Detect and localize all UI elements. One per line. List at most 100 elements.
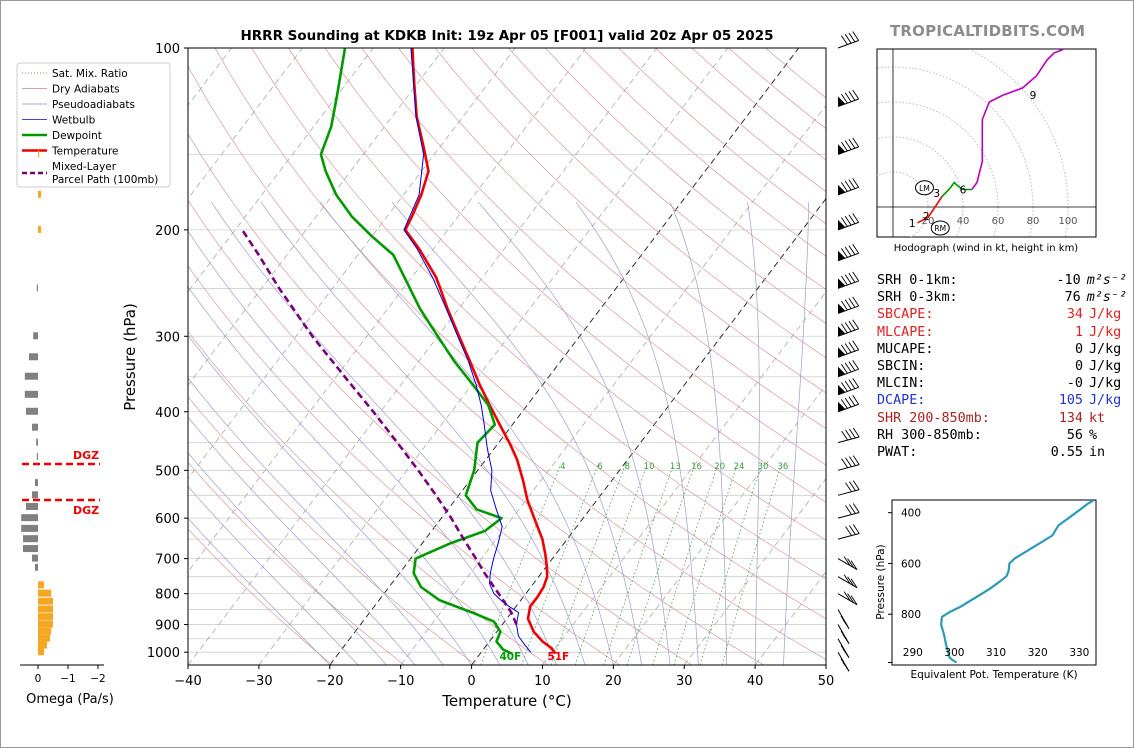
y-tick-label: 300 <box>155 330 180 345</box>
legend-label: Mixed-Layer Parcel Path (100mb) <box>52 161 158 186</box>
stat-value: 105 <box>1058 393 1083 409</box>
barb-shaft <box>837 532 860 540</box>
barb-feather <box>841 182 848 192</box>
barb-feather <box>852 89 860 100</box>
surface-dewpoint-label: 40F <box>499 651 521 663</box>
moist-adiabat <box>747 202 760 665</box>
stat-unit: J/kg <box>1089 307 1122 323</box>
barb-feather <box>844 274 852 284</box>
barb-feather <box>844 180 852 191</box>
barb-feather <box>843 574 851 584</box>
barb-feather <box>841 399 848 409</box>
barb-feather <box>841 430 849 441</box>
legend-box <box>16 62 171 188</box>
x-axis-label: Temperature (°C) <box>441 692 571 710</box>
stat-value: 1 <box>1074 324 1083 340</box>
barb-shaft <box>837 280 859 289</box>
barb-shaft <box>837 386 859 396</box>
legend-label: Dry Adiabats <box>52 84 120 96</box>
moist-adiabat <box>188 334 472 665</box>
brand-watermark: TROPICALTIDBITS.COM <box>890 22 1086 40</box>
storm-motion-marker: RM <box>930 220 950 236</box>
wind-barb <box>837 244 860 262</box>
theta-e-frame <box>891 499 1097 666</box>
legend: Sat. Mix. Ratio Dry Adiabats Pseudoadiabat… <box>16 62 171 188</box>
hodograph-caption: Hodograph (wind in kt, height in km) <box>894 243 1079 254</box>
omega-tick-label: −1 <box>60 673 75 685</box>
omega-bar <box>32 491 38 499</box>
mixing-ratio-label: 16 <box>691 462 702 472</box>
isotherm <box>188 48 303 200</box>
y-tick-label: 1000 <box>147 646 180 661</box>
barb-feather <box>852 394 860 405</box>
legend-label: Dewpoint <box>52 130 102 142</box>
hodograph-ring-label: 20 <box>922 216 935 227</box>
x-tick-label: −40 <box>174 674 201 689</box>
omega-bar <box>32 554 38 562</box>
moist-adiabat <box>188 286 501 665</box>
omega-tick-label: 0 <box>35 673 42 685</box>
moist-adiabat <box>188 377 444 665</box>
moist-adiabat <box>669 202 728 665</box>
theta-e-x-tick-label: 330 <box>1069 647 1089 659</box>
barb-feather <box>847 593 854 603</box>
stats-panel: SRH 0-1km: -10 m²s⁻² SRH 0-3km: 76 m²s⁻² SBCAP… <box>877 272 1127 461</box>
stat-row: SBCIN: 0 J/kg <box>877 358 1127 375</box>
barb-feather <box>849 504 856 514</box>
isotherm <box>471 197 826 665</box>
isotherm <box>188 48 658 665</box>
mixing-ratio-label: 36 <box>777 462 788 472</box>
stat-value: 134 <box>1058 410 1083 426</box>
stat-label: PWAT: <box>877 444 918 460</box>
barb-pennant <box>838 278 845 289</box>
theta-e-y-label: Pressure (hPa) <box>875 544 887 619</box>
y-tick-label: 400 <box>155 406 180 421</box>
barb-feather <box>847 576 854 586</box>
barb-feather <box>848 179 856 189</box>
omega-bar <box>38 225 41 233</box>
x-tick-label: 10 <box>534 674 551 689</box>
dry-adiabat <box>251 48 826 580</box>
hodograph-ring-label: 80 <box>1027 216 1040 227</box>
stat-label: SHR 200-850mb: <box>877 410 990 426</box>
barb-shaft <box>837 186 859 196</box>
barb-pennant <box>838 250 845 261</box>
wind-barb <box>837 340 860 358</box>
x-tick-label: 0 <box>467 674 475 689</box>
barb-feather <box>844 362 852 373</box>
barb-pennant <box>838 326 845 337</box>
legend-label: Sat. Mix. Ratio <box>52 68 128 80</box>
moist-adiabat <box>211 202 557 665</box>
hodograph-segment <box>971 49 1065 190</box>
barb-feather <box>844 299 852 309</box>
wind-barb <box>837 455 860 471</box>
stat-value: -0 <box>1066 376 1083 392</box>
stat-unit: J/kg <box>1089 393 1122 409</box>
hodograph-height-label: 2 <box>923 211 930 223</box>
moist-adiabat <box>188 517 331 665</box>
stat-unit: J/kg <box>1089 341 1122 357</box>
barb-feather <box>848 379 856 389</box>
barb-feather <box>840 630 848 641</box>
barb-feather <box>841 300 848 311</box>
stat-label: DCAPE: <box>877 393 926 409</box>
legend-label: Temperature <box>51 146 119 158</box>
barb-feather <box>840 658 848 669</box>
dry-adiabat <box>361 48 826 466</box>
barb-feather <box>848 273 856 283</box>
wind-barb <box>837 574 858 589</box>
wind-barb <box>837 524 860 540</box>
dry-adiabat <box>188 461 405 665</box>
dry-adiabat <box>188 265 621 665</box>
isotherm-zero <box>471 197 826 665</box>
wind-barb <box>837 271 860 289</box>
mixing-ratio-label: 24 <box>734 462 745 472</box>
barb-feather <box>844 215 852 226</box>
wind-barb <box>837 651 850 672</box>
wind-barb <box>837 137 860 155</box>
barb-shaft <box>837 305 859 314</box>
barb-feather <box>850 560 858 570</box>
theta-e-y-tick-label: 800 <box>901 609 921 621</box>
isotherm <box>188 48 374 293</box>
barb-pennant <box>838 401 845 412</box>
